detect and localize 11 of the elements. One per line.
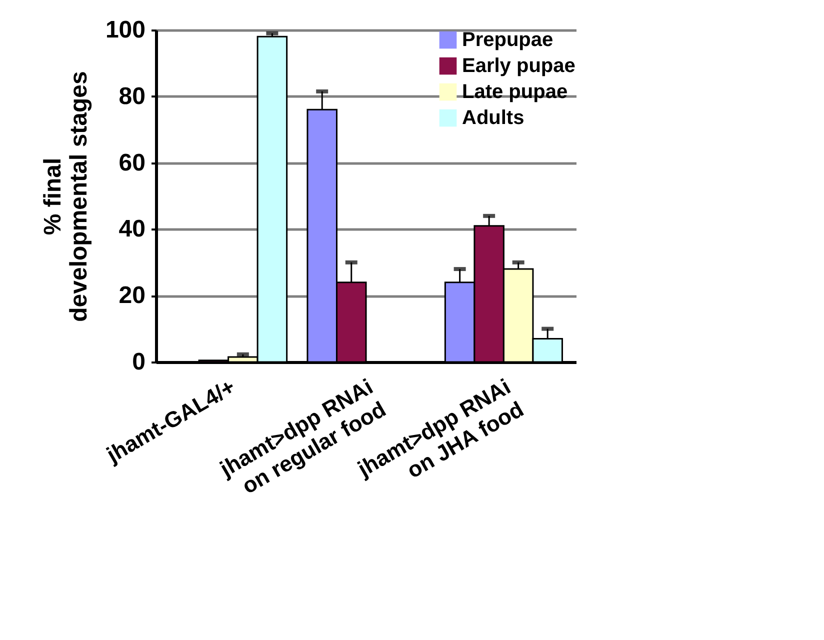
legend-label: Late pupae (462, 81, 568, 103)
y-tick-label: 0 (132, 348, 146, 376)
y-axis-title: % final developmental stages (39, 71, 92, 322)
y-tick-label: 100 (105, 16, 146, 44)
y-tick-label: 80 (118, 82, 146, 110)
y-tick-label: 20 (118, 282, 146, 310)
y-tick-label: 40 (118, 216, 146, 243)
legend-label: Early pupae (462, 55, 576, 77)
legend-label: Adults (462, 107, 524, 129)
legend-label: Prepupae (462, 29, 554, 51)
y-tick-label: 60 (118, 149, 146, 176)
